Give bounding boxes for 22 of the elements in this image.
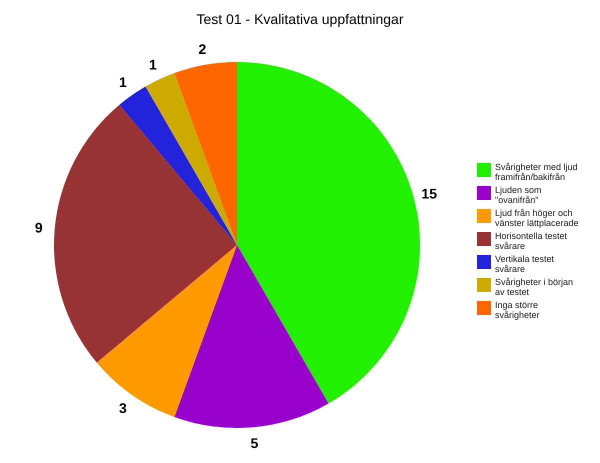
pie-slice [96, 245, 237, 417]
pie-slice [174, 245, 328, 428]
legend-label: Svårigheter i början av testet [495, 277, 574, 297]
pie-slice [119, 86, 237, 245]
data-label: 3 [118, 400, 127, 416]
chart-title: Test 01 - Kvalitativa uppfattningar [196, 11, 404, 27]
pie-slice [54, 104, 237, 363]
pie-slice [174, 62, 237, 245]
legend-label: Ljuden som "ovanifrån" [495, 185, 542, 205]
legend-label: Vertikala testet svårare [495, 254, 555, 274]
data-label: 1 [149, 56, 157, 73]
data-label: 5 [250, 435, 258, 452]
data-label: 9 [34, 220, 43, 236]
pie-slice [237, 62, 420, 404]
legend-label: Svårigheter med ljud framifrån/bakifrån [495, 162, 578, 182]
pie-slice [146, 73, 237, 245]
data-label: 1 [118, 74, 127, 90]
data-label: 2 [198, 40, 207, 57]
legend-label: Inga större svårigheter [495, 300, 540, 320]
legend-label: Ljud från höger och vänster lättplacerade [495, 208, 579, 228]
data-label: 15 [421, 185, 438, 202]
legend-label: Horisontella testet svårare [495, 231, 568, 251]
